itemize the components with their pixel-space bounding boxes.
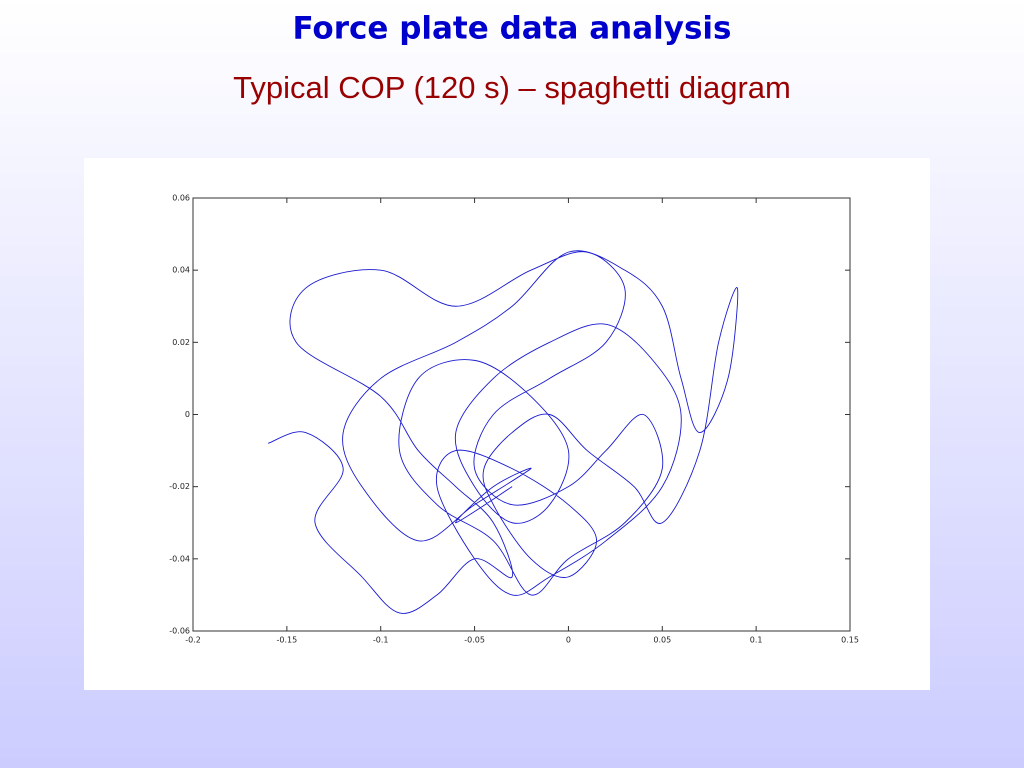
x-tick-label: -0.05 xyxy=(464,636,485,645)
y-tick-label: 0.04 xyxy=(172,266,190,275)
slide-subtitle: Typical COP (120 s) – spaghetti diagram xyxy=(233,70,791,105)
x-tick-label: 0.1 xyxy=(750,636,763,645)
y-tick-label: 0.06 xyxy=(172,194,190,203)
y-tick-label: -0.02 xyxy=(169,482,190,491)
x-tick-label: 0.15 xyxy=(841,636,859,645)
x-tick-label: -0.1 xyxy=(373,636,389,645)
x-tick-label: 0 xyxy=(566,636,571,645)
cop-trajectory xyxy=(267,250,739,614)
slide-title: Force plate data analysis xyxy=(293,11,732,47)
x-tick-label: 0.05 xyxy=(653,636,671,645)
x-tick-label: -0.2 xyxy=(185,636,201,645)
figure-panel xyxy=(84,158,930,690)
x-tick-label: -0.15 xyxy=(277,636,298,645)
y-tick-label: -0.06 xyxy=(169,627,190,636)
y-tick-label: -0.04 xyxy=(169,554,190,563)
y-tick-label: 0 xyxy=(185,410,190,419)
y-tick-label: 0.02 xyxy=(172,338,190,347)
